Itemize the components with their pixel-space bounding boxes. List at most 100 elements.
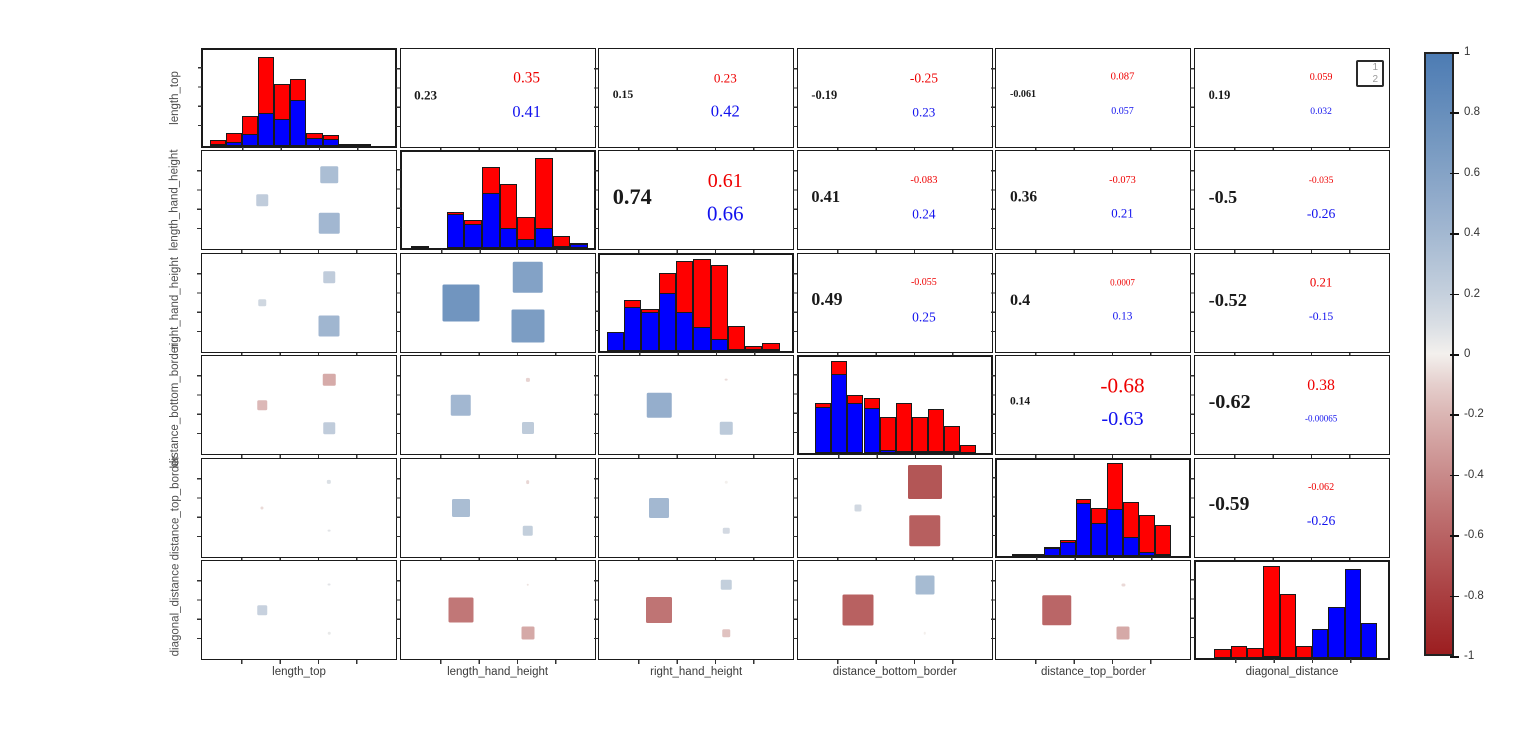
corr-group2-square: [327, 631, 331, 635]
axis-ticks-left: [396, 154, 401, 247]
axis-ticks-left: [395, 255, 400, 350]
x-axis-label-length_hand_height: length_hand_height: [447, 666, 549, 678]
axis-ticks-bottom: [204, 352, 394, 357]
axis-ticks-left: [1190, 255, 1194, 350]
hist-bar-group2: [225, 142, 242, 146]
hist-bar-group2: [1027, 553, 1044, 556]
hist-bar-group2: [411, 246, 429, 249]
colorbar-tick: [1450, 52, 1459, 54]
hist-bar-group2: [815, 407, 832, 454]
y-axis-label-wrap: length_hand_height: [153, 150, 197, 251]
pairs-cell-r3c5: -0.62 0.38 -0.00065: [1190, 355, 1390, 460]
colorbar-tick: [1450, 414, 1459, 416]
corr-overall-square: [257, 400, 267, 410]
axis-ticks-bottom: [601, 557, 792, 562]
x-axis-label-length_top: length_top: [272, 666, 326, 678]
corr-group2-text: 0.24: [912, 206, 936, 222]
axis-ticks-left: [197, 153, 201, 248]
colorbar-tick: [1450, 354, 1459, 356]
axis-ticks-left: [793, 359, 798, 452]
pairs-cell-r4c5: -0.59 -0.062 -0.26: [1190, 457, 1390, 562]
y-axis-label-distance_top_border: distance_top_border: [169, 455, 182, 561]
corr-group1-square: [526, 583, 529, 586]
hist-bar-group2: [1043, 548, 1060, 556]
pairs-cell-r4c2: [594, 457, 795, 562]
corr-overall-text: -0.061: [1009, 89, 1037, 100]
corr-overall-square: [646, 597, 673, 623]
corr-group1-square: [327, 583, 331, 586]
hist-bar-group1: [911, 417, 928, 454]
corr-group1-text: -0.035: [1308, 174, 1334, 186]
pairs-cell-r1c3: 0.41 -0.083 0.24: [792, 150, 993, 255]
corr-overall-text: -0.52: [1208, 289, 1247, 310]
colorbar-tick-label: 1: [1464, 46, 1471, 58]
corr-group1-square: [907, 465, 942, 500]
axis-ticks-left: [992, 461, 997, 554]
axis-ticks-left: [991, 563, 996, 657]
axis-ticks-bottom: [1197, 148, 1387, 152]
corr-group2-square: [923, 631, 927, 635]
axis-ticks-left: [991, 51, 996, 145]
axis-ticks-bottom: [799, 250, 990, 255]
colorbar-tick-label: -1: [1464, 650, 1475, 662]
colorbar-tick: [1450, 656, 1459, 658]
corr-group2-square: [511, 309, 545, 343]
axis-ticks-bottom: [204, 250, 394, 255]
axis-ticks-left: [395, 51, 400, 145]
corr-group2-square: [722, 629, 730, 637]
legend-item-2: 2: [1372, 73, 1378, 85]
hist-bar-group1: [879, 417, 896, 454]
colorbar-tick: [1450, 535, 1459, 537]
hist-bar-group1: [1230, 646, 1247, 658]
corr-group1-square: [323, 271, 335, 284]
axis-ticks-left: [991, 153, 996, 248]
axis-ticks-bottom: [204, 557, 394, 562]
hist-bar-group1: [727, 325, 746, 351]
corr-group2-text: 0.21: [1111, 206, 1134, 221]
colorbar-tick: [1450, 474, 1459, 477]
corr-overall-square: [649, 497, 670, 518]
corr-group1-square: [320, 166, 338, 184]
corr-group1-square: [525, 480, 530, 484]
hist-bar-group2: [354, 144, 371, 146]
axis-ticks-bottom: [601, 148, 792, 152]
pairs-cell-r5c2: [594, 560, 795, 664]
corr-group2-square: [318, 213, 340, 234]
corr-group1-square: [1121, 582, 1125, 587]
axis-ticks-left: [792, 51, 797, 145]
y-axis-label-distance_bottom_border: distance_bottom_border: [169, 343, 181, 468]
hist-bar-group2: [517, 239, 536, 249]
colorbar-tick: [1450, 172, 1459, 175]
hist-bar-group1: [1155, 525, 1172, 556]
hist-bar-group1: [1214, 648, 1231, 658]
corr-group2-square: [909, 514, 941, 547]
axis-ticks-left: [197, 255, 201, 350]
colorbar-tick-label: 0.4: [1464, 227, 1480, 240]
pairs-cell-r4c1: [395, 457, 596, 562]
colorbar-tick: [1450, 595, 1459, 598]
colorbar-tick-label: -0.6: [1464, 529, 1484, 542]
corr-group2-square: [1116, 626, 1130, 640]
y-axis-label-diagonal_distance: diagonal_distance: [169, 563, 181, 657]
axis-ticks-bottom: [402, 660, 593, 664]
axis-ticks-bottom: [998, 250, 1189, 255]
axis-ticks-left: [594, 358, 599, 453]
pairs-cell-r2c5: -0.52 0.21 -0.15: [1190, 252, 1390, 357]
axis-ticks-left: [792, 255, 797, 350]
corr-group1-square: [721, 579, 732, 590]
corr-overall-text: -0.5: [1208, 187, 1238, 208]
y-axis-label-wrap: length_top: [153, 48, 197, 148]
axis-ticks-bottom: [601, 250, 792, 255]
axis-ticks-left: [1190, 51, 1194, 145]
axis-ticks-left: [991, 358, 996, 453]
pairs-cell-r5c4: [991, 560, 1192, 664]
axis-ticks-left: [1190, 358, 1194, 453]
pairs-cell-r3c1: [395, 355, 596, 460]
corr-overall-text: -0.62: [1208, 391, 1251, 414]
axis-ticks-bottom: [204, 455, 394, 460]
corr-group2-text: -0.00065: [1304, 413, 1338, 424]
corr-group1-text: -0.055: [910, 277, 937, 289]
axis-ticks-bottom: [799, 557, 990, 562]
hist-bar-group1: [928, 408, 945, 454]
hist-bar-group2: [911, 451, 928, 454]
